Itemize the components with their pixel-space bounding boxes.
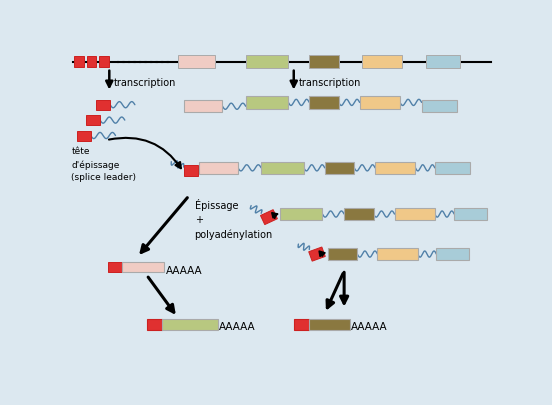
Bar [435,162,470,175]
Bar [199,162,238,175]
Bar [178,56,215,68]
Text: AAAAA: AAAAA [351,322,388,332]
Bar [436,248,469,260]
Bar [426,56,460,68]
Bar [75,57,84,68]
Text: tête
d'épissage
(splice leader): tête d'épissage (splice leader) [71,147,136,181]
Bar [309,319,349,330]
Bar [184,165,198,176]
Bar [184,101,222,113]
Bar [108,262,121,272]
Text: transcription: transcription [299,78,361,88]
Bar [246,97,288,109]
Text: transcription: transcription [114,78,176,88]
Bar [362,56,402,68]
Bar [294,319,309,330]
Bar [261,162,304,175]
Bar [246,56,288,68]
Bar [99,57,109,68]
Bar [375,162,416,175]
Bar [378,248,418,260]
Text: Épissage
+
polyadénylation: Épissage + polyadénylation [194,198,273,239]
Bar [87,57,96,68]
Bar [328,248,357,260]
Bar [121,262,164,272]
Bar [309,247,325,262]
Bar [325,162,354,175]
Text: AAAAA: AAAAA [166,266,203,275]
Bar [344,208,374,221]
Bar [422,101,457,113]
Bar [454,208,487,221]
Bar [359,97,400,109]
Bar [86,116,100,126]
Bar [309,56,339,68]
Bar [162,319,218,330]
Bar [146,319,162,330]
Bar [280,208,322,221]
Text: AAAAA: AAAAA [219,322,256,332]
Bar [77,132,91,141]
Bar [96,101,110,111]
Bar [309,97,339,109]
Bar [261,210,278,225]
Bar [395,208,435,221]
